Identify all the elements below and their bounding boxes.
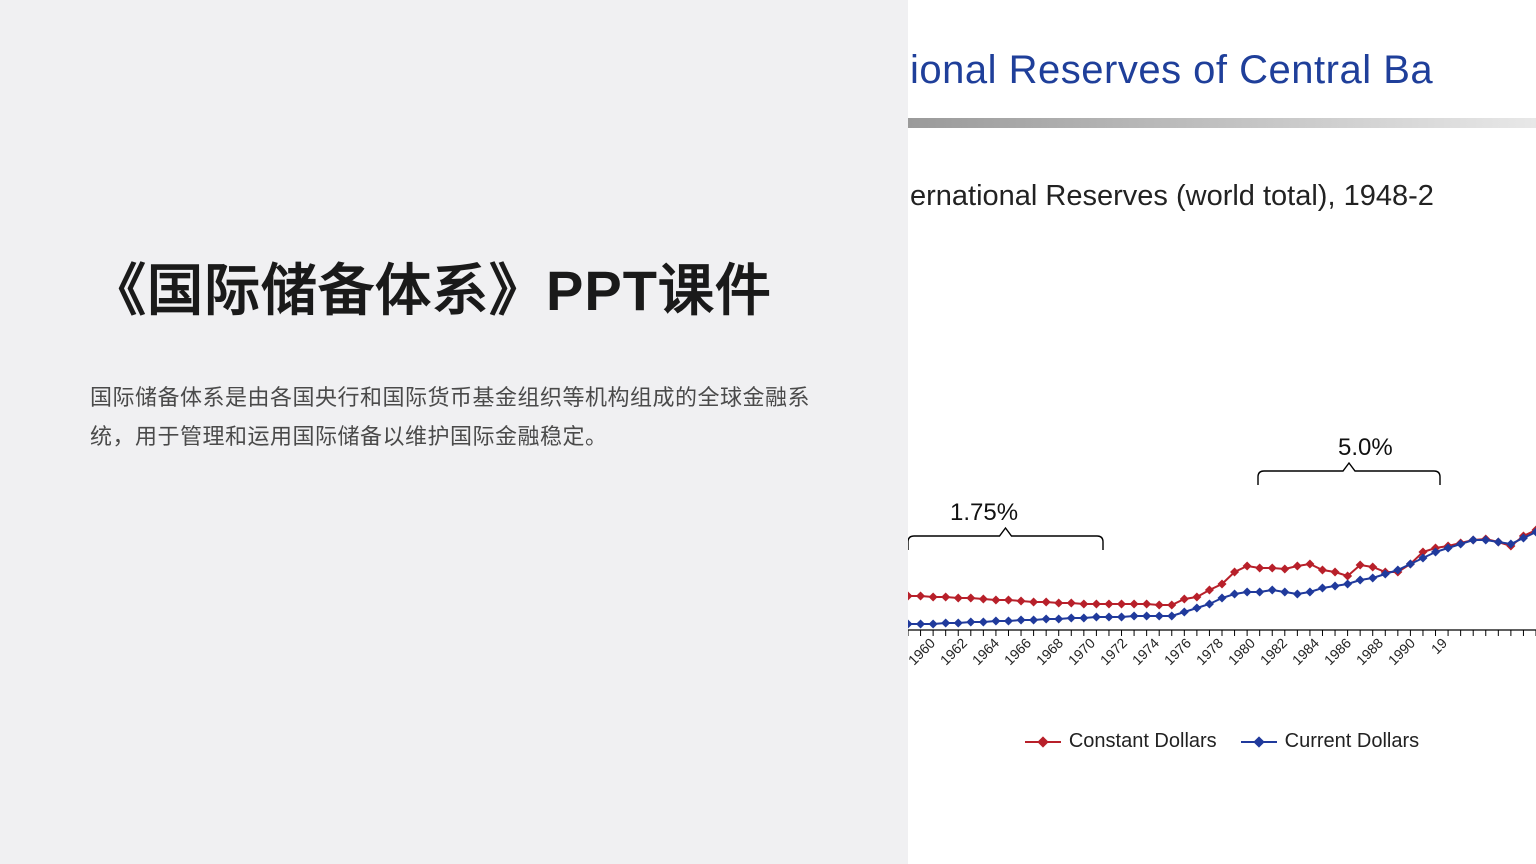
x-tick-label: 1962 [937, 635, 970, 668]
x-tick-label: 1964 [969, 635, 1002, 668]
chart-legend: Constant Dollars Current Dollars [908, 730, 1536, 755]
legend-item: Current Dollars [1241, 730, 1419, 753]
chart-annotation: 1.75% [950, 499, 1018, 526]
chart-rule [908, 118, 1536, 128]
page-title: 《国际储备体系》PPT课件 [90, 250, 810, 331]
x-tick-label: 1972 [1097, 635, 1130, 668]
legend-item: Constant Dollars [1025, 730, 1217, 753]
legend-label: Current Dollars [1285, 730, 1419, 753]
legend-label: Constant Dollars [1069, 730, 1217, 753]
chart-annotation: 5.0% [1338, 434, 1393, 461]
x-tick-label: 1990 [1385, 635, 1418, 668]
legend-marker-icon [1025, 735, 1061, 749]
chart-panel: ional Reserves of Central Ba ernational … [908, 0, 1536, 864]
x-tick-label: 1982 [1257, 635, 1290, 668]
left-panel: 《国际储备体系》PPT课件 国际储备体系是由各国央行和国际货币基金组织等机构组成… [90, 250, 810, 456]
x-tick-label: 19 [1428, 635, 1450, 657]
x-tick-label: 1978 [1193, 635, 1226, 668]
page-description: 国际储备体系是由各国央行和国际货币基金组织等机构组成的全球金融系统，用于管理和运… [90, 379, 810, 456]
x-tick-label: 1960 [908, 635, 938, 668]
chart-subheading: ernational Reserves (world total), 1948-… [910, 180, 1434, 213]
x-tick-label: 1986 [1321, 635, 1354, 668]
x-tick-label: 1980 [1225, 635, 1258, 668]
chart-plot: 9581960196219641966196819701972197419761… [908, 240, 1536, 700]
x-tick-label: 1974 [1129, 635, 1162, 668]
x-tick-label: 1966 [1001, 635, 1034, 668]
legend-marker-icon [1241, 735, 1277, 749]
x-tick-label: 1984 [1289, 635, 1322, 668]
x-tick-label: 1970 [1065, 635, 1098, 668]
x-tick-label: 1988 [1353, 635, 1386, 668]
x-tick-label: 1976 [1161, 635, 1194, 668]
chart-heading: ional Reserves of Central Ba [910, 48, 1433, 93]
x-tick-label: 1968 [1033, 635, 1066, 668]
